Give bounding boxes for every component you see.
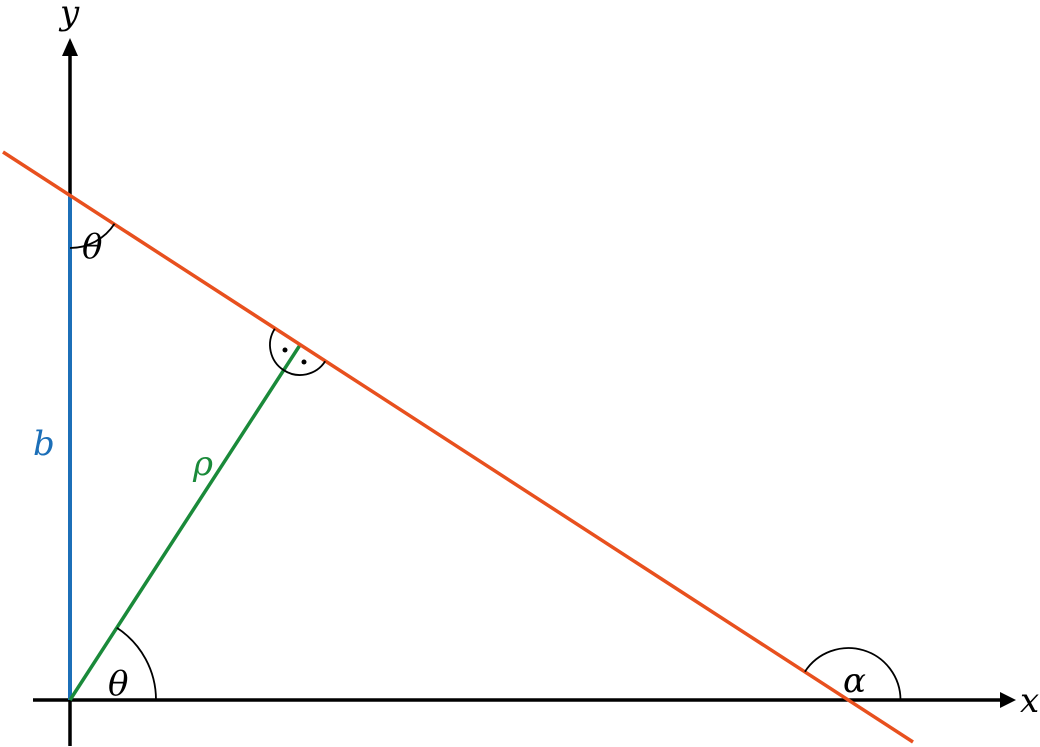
intercept-label: b bbox=[33, 424, 55, 464]
right-angle-dot bbox=[301, 359, 307, 365]
angle-top-label: θ bbox=[82, 227, 102, 267]
angle-arc-top bbox=[69, 223, 116, 249]
angle-arc-origin bbox=[116, 627, 157, 701]
right-angle-arc bbox=[269, 328, 326, 376]
y-axis-arrow-icon bbox=[62, 38, 78, 56]
angle-arc-x bbox=[804, 647, 902, 701]
main-line bbox=[2, 150, 914, 744]
x-axis-arrow-icon bbox=[1000, 692, 1016, 708]
angle-x-label: α bbox=[843, 661, 866, 701]
y-axis-label: y bbox=[58, 0, 80, 33]
distance-label: ρ bbox=[192, 444, 213, 484]
x-axis-label: x bbox=[1020, 681, 1039, 721]
distance-segment bbox=[68, 344, 302, 701]
angle-origin-label: θ bbox=[108, 664, 128, 704]
right-angle-dot bbox=[282, 347, 288, 353]
